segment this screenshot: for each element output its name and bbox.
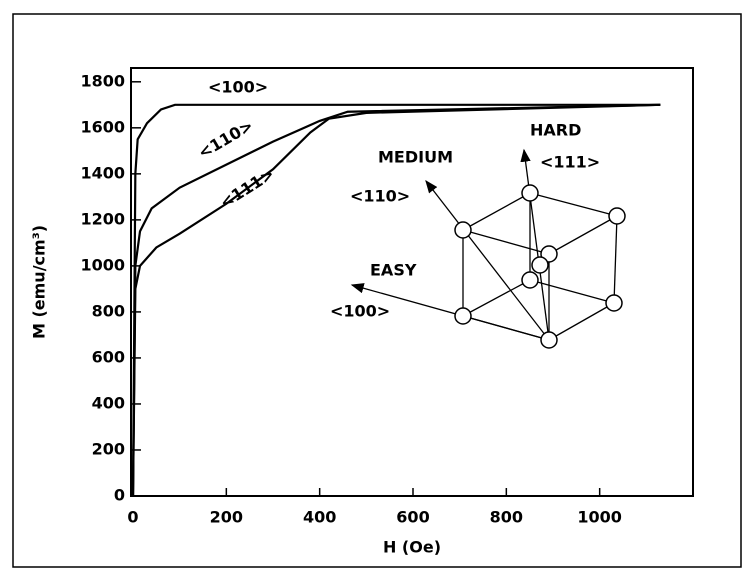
annotation: MEDIUM: [378, 148, 453, 167]
cube-diagram: [350, 148, 626, 349]
y-tick-label: 1800: [80, 71, 125, 90]
y-tick-label: 400: [92, 393, 125, 412]
y-tick-label: 0: [114, 486, 125, 505]
annotation: <110>: [350, 187, 410, 206]
x-tick-label: 1000: [577, 508, 622, 527]
series-label: <111>: [216, 164, 277, 212]
x-axis-label: H (Oe): [383, 538, 441, 557]
y-tick-label: 1600: [80, 117, 125, 136]
x-tick-label: 600: [396, 508, 429, 527]
annotation: HARD: [530, 121, 581, 140]
x-tick-label: 400: [303, 508, 336, 527]
line: [131, 103, 661, 497]
line: [131, 103, 661, 497]
frame: [12, 13, 742, 568]
x-tick-label: 800: [490, 508, 523, 527]
annotation: EASY: [370, 261, 417, 280]
y-tick-label: 1000: [80, 255, 125, 274]
line: [131, 103, 661, 497]
y-tick-label: 800: [92, 301, 125, 320]
y-tick-label: 600: [92, 347, 125, 366]
y-tick-label: 200: [92, 439, 125, 458]
y-tick-label: 1200: [80, 209, 125, 228]
x-tick-label: 200: [210, 508, 243, 527]
y-tick-label: 1400: [80, 163, 125, 182]
annotation: <111>: [540, 153, 600, 172]
plot-box: [130, 67, 694, 497]
y-axis-label: M (emu/cm³): [30, 225, 49, 339]
x-tick-label: 0: [127, 508, 138, 527]
annotation: <100>: [330, 302, 390, 321]
series-label: <100>: [208, 78, 268, 97]
